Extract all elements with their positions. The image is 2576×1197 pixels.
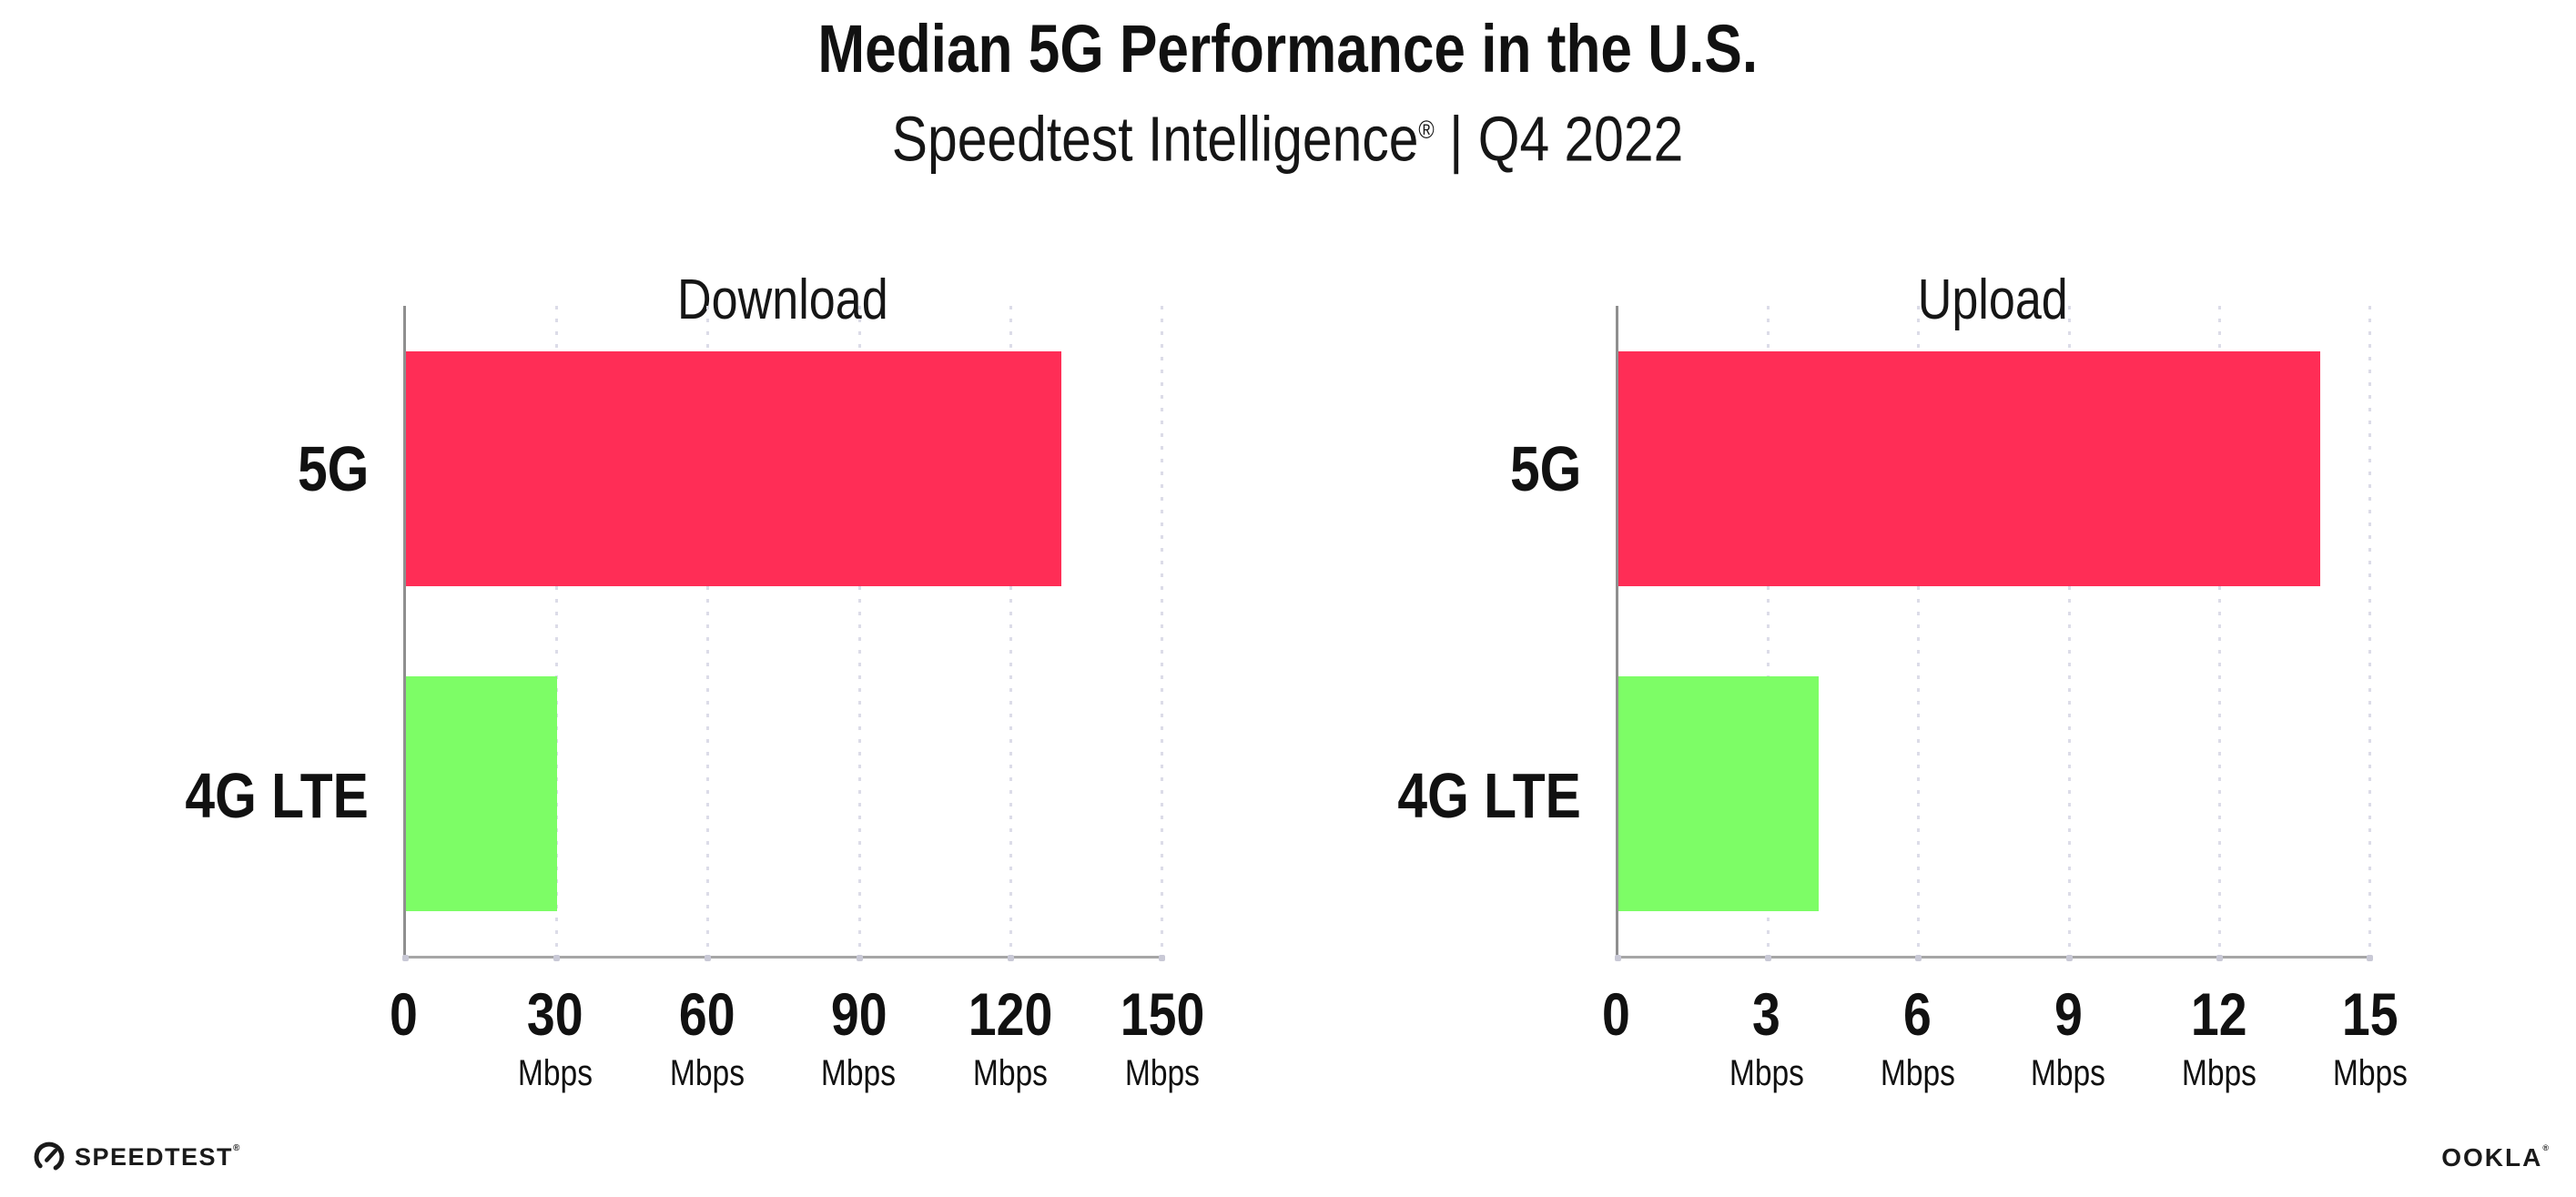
axis-tick-mark	[705, 955, 712, 961]
ookla-logo-text: OOKLA	[2441, 1143, 2543, 1172]
subtitle-period: | Q4 2022	[1435, 103, 1684, 175]
ookla-logo: OOKLA®	[2441, 1143, 2549, 1172]
download-chart-title: Download	[677, 269, 888, 332]
tick-unit-label: Mbps	[1124, 1053, 1201, 1093]
tick-unit-label: Mbps	[2031, 1053, 2106, 1093]
tick-unit-label: Mbps	[517, 1053, 593, 1093]
tick-label: 3	[1752, 980, 1781, 1048]
bar-4g-lte-download	[406, 676, 558, 911]
tick-label: 90	[830, 980, 887, 1048]
tick-label: 12	[2191, 980, 2248, 1048]
upload-plot-area	[1615, 306, 2373, 961]
axis-tick-mark	[2065, 955, 2073, 961]
tick-label: 120	[968, 980, 1053, 1048]
gridline	[2067, 306, 2071, 956]
tick-unit-label: Mbps	[2182, 1053, 2257, 1093]
tick-label: 150	[1120, 980, 1205, 1048]
page-subtitle: Speedtest Intelligence® | Q4 2022	[0, 91, 2576, 178]
axis-tick-mark	[553, 955, 561, 961]
axis-tick-mark	[2367, 955, 2373, 961]
tick-label: 0	[1601, 980, 1630, 1048]
tick-label: 15	[2342, 980, 2399, 1048]
subtitle-brand: Speedtest Intelligence	[892, 103, 1419, 175]
page-subtitle-text: Speedtest Intelligence® | Q4 2022	[892, 91, 1683, 178]
ookla-registered-mark-icon: ®	[2542, 1143, 2549, 1152]
axis-tick-mark	[856, 955, 863, 961]
axis-tick-mark	[1615, 955, 1621, 961]
gridline	[555, 306, 559, 956]
page-title: Median 5G Performance in the U.S.	[0, 11, 2576, 87]
upload-chart: Upload 5G 4G LTE 0 3 Mbps 6 Mbps 9 Mbps 12 Mbps 1…	[1398, 269, 2409, 1093]
gridline	[857, 306, 861, 956]
speedtest-registered-mark-icon: ®	[233, 1142, 240, 1153]
axis-tick-mark	[402, 955, 409, 961]
tick-unit-label: Mbps	[1880, 1053, 1955, 1093]
upload-chart-title: Upload	[1917, 269, 2069, 332]
axis-tick-mark	[2216, 955, 2223, 961]
bar-4g-lte-upload	[1618, 676, 1820, 911]
category-label-4g-lte-download: 4G LTE	[185, 759, 369, 831]
category-label-5g-upload: 5G	[1509, 433, 1581, 505]
gridline	[1917, 306, 1921, 956]
axis-tick-mark	[1765, 955, 1772, 961]
tick-label: 0	[389, 980, 418, 1048]
tick-unit-label: Mbps	[821, 1053, 897, 1093]
tick-label: 60	[678, 980, 735, 1048]
tick-label: 6	[1903, 980, 1932, 1048]
tick-unit-label: Mbps	[1729, 1053, 1804, 1093]
tick-unit-label: Mbps	[2332, 1053, 2409, 1093]
tick-label: 9	[2054, 980, 2083, 1048]
bar-5g-upload	[1618, 351, 2320, 586]
bar-5g-download	[406, 351, 1062, 586]
tick-unit-label: Mbps	[669, 1053, 745, 1093]
gridline	[1009, 306, 1012, 956]
gridline	[1767, 306, 1770, 956]
speedtest-logo-text: SPEEDTEST®	[75, 1142, 240, 1171]
tick-unit-label: Mbps	[973, 1053, 1049, 1093]
gridline	[2368, 306, 2371, 956]
page-title-text: Median 5G Performance in the U.S.	[817, 11, 1759, 86]
registered-mark-icon: ®	[1418, 116, 1435, 144]
download-chart: Download 5G 4G LTE 0 30 Mbps 60 Mbps 90 Mbps 12…	[186, 269, 1205, 1093]
gridline	[2217, 306, 2221, 956]
speedtest-gauge-icon	[34, 1141, 65, 1172]
category-label-5g-download: 5G	[297, 433, 369, 505]
gridline	[706, 306, 710, 956]
axis-tick-mark	[1159, 955, 1165, 961]
speedtest-logo: SPEEDTEST®	[33, 1136, 239, 1178]
gridline	[1161, 306, 1163, 956]
axis-tick-mark	[1007, 955, 1014, 961]
download-plot-area	[402, 306, 1165, 961]
axis-tick-mark	[1915, 955, 1922, 961]
category-label-4g-lte-upload: 4G LTE	[1397, 759, 1581, 831]
tick-label: 30	[526, 980, 583, 1048]
